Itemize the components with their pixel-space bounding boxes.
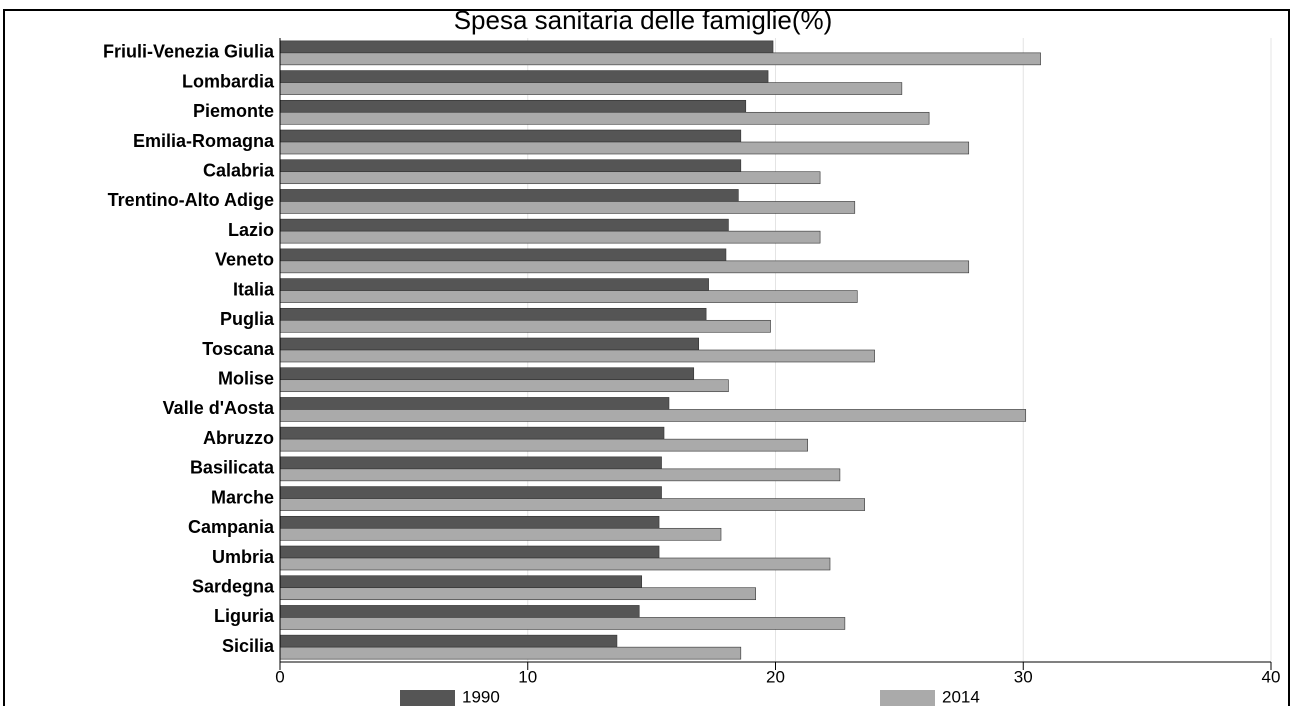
frame (3, 9, 1290, 706)
bar (279, 290, 858, 303)
bar (279, 159, 742, 173)
bar (279, 634, 618, 648)
bar (279, 617, 846, 630)
y-tick-label: Umbria (212, 547, 275, 567)
bar (279, 260, 970, 274)
y-tick-label: Marche (211, 487, 274, 507)
bar (279, 498, 865, 511)
y-tick-label: Friuli-Venezia Giulia (103, 42, 275, 62)
y-tick-label: Veneto (215, 250, 274, 270)
bar (279, 171, 821, 185)
y-tick-label: Abruzzo (203, 428, 274, 448)
x-tick-label: 20 (766, 667, 785, 686)
bar (279, 409, 1027, 422)
bar (279, 52, 1041, 66)
bar (279, 486, 662, 499)
bar (279, 111, 930, 125)
bar (279, 646, 742, 660)
bar (279, 307, 707, 321)
bar (279, 99, 747, 113)
legend-swatch (400, 690, 455, 706)
x-tick-label: 10 (518, 667, 537, 686)
y-tick-label: Sicilia (222, 636, 275, 656)
x-tick-label: 30 (1014, 667, 1033, 686)
bar (279, 337, 699, 351)
y-tick-label: Lazio (228, 220, 274, 240)
y-tick-label: Piemonte (193, 101, 274, 121)
bar (279, 141, 970, 155)
y-tick-label: Emilia-Romagna (133, 131, 275, 151)
bar (279, 82, 903, 95)
y-tick-label: Sardegna (192, 576, 275, 596)
chart-title: Spesa sanitaria delle famiglie(%) (454, 5, 833, 35)
bar (279, 379, 729, 393)
y-tick-label: Molise (218, 368, 274, 388)
bar (279, 515, 660, 529)
bar (279, 527, 722, 541)
bar (279, 349, 875, 363)
y-tick-label: Valle d'Aosta (163, 398, 275, 418)
y-tick-label: Basilicata (190, 458, 275, 478)
bar (279, 605, 640, 618)
x-tick-label: 0 (275, 667, 284, 686)
y-tick-label: Toscana (202, 339, 275, 359)
bar (279, 319, 771, 333)
x-tick-label: 40 (1262, 667, 1281, 686)
y-tick-label: Calabria (203, 160, 275, 180)
bar (279, 456, 662, 470)
legend-label: 1990 (462, 687, 500, 706)
bar (279, 248, 727, 262)
bar (279, 468, 841, 482)
y-tick-label: Italia (233, 279, 275, 299)
bar (279, 230, 821, 244)
bar (279, 397, 670, 410)
bar (279, 189, 739, 202)
bar (279, 575, 643, 589)
y-tick-label: Liguria (214, 606, 275, 626)
y-tick-label: Lombardia (182, 71, 275, 91)
bar (279, 40, 774, 54)
bar (279, 545, 660, 559)
bar (279, 557, 831, 571)
bar (279, 426, 665, 440)
bar (279, 201, 856, 214)
y-tick-label: Puglia (220, 309, 275, 329)
legend-label: 2014 (942, 687, 980, 706)
legend-swatch (880, 690, 935, 706)
y-tick-label: Campania (188, 517, 275, 537)
bar (279, 587, 756, 601)
bar (279, 438, 809, 452)
bar (279, 70, 769, 83)
y-tick-label: Trentino-Alto Adige (108, 190, 274, 210)
bar (279, 129, 742, 143)
bar (279, 218, 729, 232)
bar (279, 367, 695, 381)
bar (279, 278, 709, 291)
